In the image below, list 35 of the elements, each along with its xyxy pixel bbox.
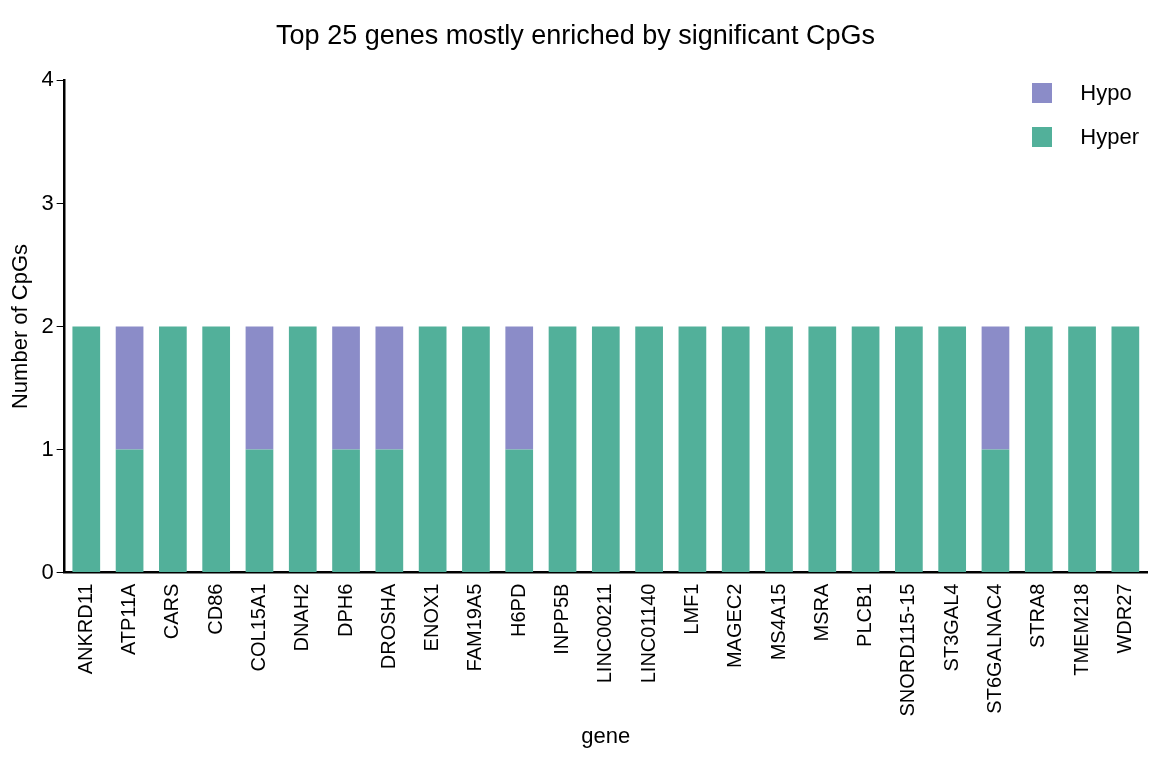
x-tick-label: ATP11A	[117, 582, 140, 656]
x-tick-label: ANKRD11	[73, 583, 96, 675]
x-tick-label: ENOX1	[420, 583, 443, 652]
y-tick-label: 0	[41, 558, 54, 584]
legend-label: Hyper	[1080, 124, 1139, 151]
x-tick-label: MSRA	[809, 582, 832, 642]
x-tick-label: STRA8	[1026, 583, 1049, 649]
y-tick-label: 2	[41, 312, 54, 338]
y-tick-label: 1	[41, 435, 54, 461]
y-tick-label: 4	[41, 66, 54, 92]
x-tick-label: CD86	[203, 583, 226, 635]
x-tick-label: PLCB1	[853, 583, 876, 647]
x-tick-label: MS4A15	[766, 583, 789, 661]
x-tick-label: FAM19A5	[463, 583, 486, 672]
y-tick-label: 3	[41, 189, 54, 215]
x-tick-label: LINC01140	[636, 583, 659, 684]
x-axis-title: gene	[581, 722, 631, 748]
x-tick-label: MAGEC2	[723, 583, 746, 669]
x-tick-label: H6PD	[506, 583, 529, 637]
x-tick-label: COL15A1	[246, 583, 269, 672]
x-tick-label: DNAH2	[290, 583, 313, 652]
x-tick-label: TMEM218	[1069, 583, 1092, 676]
x-tick-label: LINC00211	[593, 583, 616, 684]
x-tick-label: LMF1	[679, 583, 702, 635]
y-axis-title: Number of CpGs	[7, 243, 33, 410]
legend-label: Hypo	[1080, 80, 1132, 107]
x-tick-label: WDR27	[1112, 583, 1135, 654]
x-tick-label: DPH6	[333, 583, 356, 637]
x-tick-label: CARS	[160, 583, 183, 640]
x-tick-label: SNORD115-15	[896, 583, 919, 717]
x-tick-label: ST3GAL4	[939, 583, 962, 672]
x-tick-label: DROSHA	[376, 582, 399, 670]
x-tick-label: INPP5B	[550, 583, 573, 655]
x-tick-label: ST6GALNAC4	[982, 583, 1005, 714]
chart-title: Top 25 genes mostly enriched by significant CpGs	[276, 19, 875, 50]
